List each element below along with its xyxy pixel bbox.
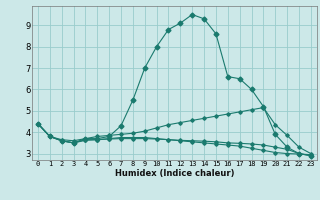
X-axis label: Humidex (Indice chaleur): Humidex (Indice chaleur) — [115, 169, 234, 178]
